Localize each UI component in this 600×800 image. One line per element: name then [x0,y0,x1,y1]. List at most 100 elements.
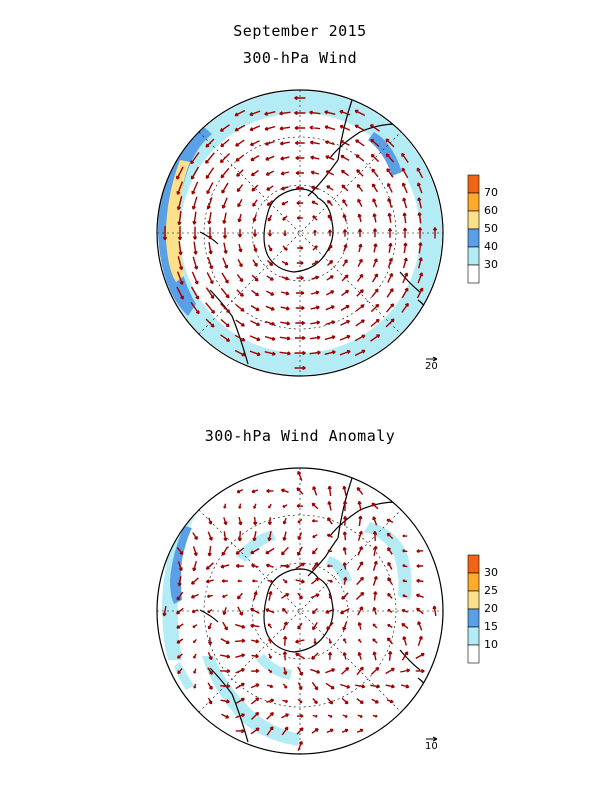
wind-vector-arrow [370,153,380,163]
wind-vector-arrow [326,728,334,734]
wind-vector-arrow [296,260,304,266]
wind-vector-arrow [355,684,366,689]
wind-vector-arrow [325,320,336,326]
wind-vector-arrow [385,318,395,328]
wind-vector-arrow [327,501,332,511]
wind-vector-arrow [280,564,290,569]
wind-vector-arrow [328,593,332,600]
wind-vector-arrow [416,167,424,179]
wind-vector-arrow [222,594,228,598]
wind-vector-arrow [341,592,349,600]
wind-vector-arrow [220,303,231,314]
wind-vector-arrow [280,546,289,556]
wind-vector-arrow [311,502,319,510]
wind-vector-arrow [250,547,260,555]
wind-vector-arrow [264,335,276,341]
colorbar-1-label: 50 [484,222,498,235]
wind-vector-arrow [208,637,213,646]
wind-vector-arrow [327,579,333,583]
wind-vector-arrow [279,111,291,116]
wind-vector-arrow [309,110,321,115]
anomaly-map [156,467,444,755]
wind-vector-arrow [310,155,320,160]
wind-vector-arrow [432,605,437,617]
wind-vector-arrow [265,170,275,176]
wind-vector-arrow [235,154,245,162]
wind-vector-arrow [402,227,408,239]
wind-vector-arrow [402,549,408,553]
wind-vector-arrow [297,470,303,481]
wind-vector-arrow [177,211,182,226]
wind-vector-arrow [340,320,351,326]
wind-vector-arrow [268,653,272,659]
wind-vector-arrow [267,229,273,237]
wind-vector-arrow [370,318,380,328]
wind-vector-arrow [235,653,246,658]
wind-vector-arrow [294,365,306,371]
panel1-title: 300-hPa Wind [242,49,358,67]
wind-vector-arrow [327,651,333,660]
wind-vector-arrow [252,214,257,223]
wind-vector-arrow [326,275,334,281]
wind-vector-arrow [327,485,332,496]
wind-vector-arrow [402,257,408,269]
wind-vector-arrow [325,668,336,674]
wind-vector-arrow [236,274,244,283]
wind-vector-arrow [327,564,333,568]
wind-vector-arrow [252,531,257,542]
wind-vector-arrow [401,287,409,299]
wind-vector-arrow [387,608,393,613]
wind-vector-arrow [296,504,304,508]
wind-vector-arrow [402,534,408,538]
jet-max-west [165,160,190,282]
wind-vector-arrow [297,246,304,250]
wind-vector-arrow [192,546,198,557]
wind-vector-arrow [206,272,214,285]
wind-vector-arrow [313,638,317,644]
colorbar-1-label: 70 [484,186,498,199]
wind-vector-arrow [372,606,377,615]
wind-vector-arrow [417,272,424,284]
wind-vector-arrow [326,199,333,206]
wind-vector-arrow [220,638,230,644]
wind-vector-arrow [372,651,377,661]
wind-vector-arrow [249,350,261,357]
wind-vector-arrow [280,291,290,296]
wind-vector-arrow [354,124,366,132]
wind-vector-arrow [324,110,336,115]
wind-vector-arrow [416,182,423,194]
wind-vector-arrow [312,534,318,538]
wind-vector-arrow [418,257,423,269]
wind-vector-arrow [354,349,366,357]
wind-vector-arrow [177,575,182,587]
wind-vector-arrow [279,141,290,146]
wind-vector-arrow [355,319,365,327]
wind-vector-arrow [252,229,258,237]
wind-vector-arrow [207,667,213,675]
wind-vector-arrow [223,531,228,542]
wind-vector-arrow [310,185,319,190]
colorbar-2-label: 20 [484,602,498,615]
wind-vector-arrow [342,531,347,541]
wind-vector-arrow [372,638,378,644]
wind-vector-arrow [416,607,424,615]
wind-vector-arrow [371,288,379,298]
wind-vector-arrow [324,335,336,341]
wind-vector-arrow [266,200,273,207]
wind-vector-arrow [208,241,213,255]
wind-vector-arrow [250,607,260,615]
anomaly-shading [162,502,412,746]
wind-vector-arrow [249,335,261,342]
wind-vector-arrow [370,303,380,313]
wind-vector-arrow [343,243,348,252]
wind-vector-arrow [297,518,303,524]
wind-vector-arrow [223,242,228,254]
wind-vector-arrow [310,305,320,310]
wind-vector-arrow [193,241,198,255]
wind-vector-arrow [267,244,273,252]
wind-vector-arrow [416,287,424,299]
wind-vector-arrow [417,621,423,631]
colorbar-1-label: 40 [484,240,498,253]
wind-vector-arrow [207,652,213,661]
wind-vector-arrow [415,652,425,660]
